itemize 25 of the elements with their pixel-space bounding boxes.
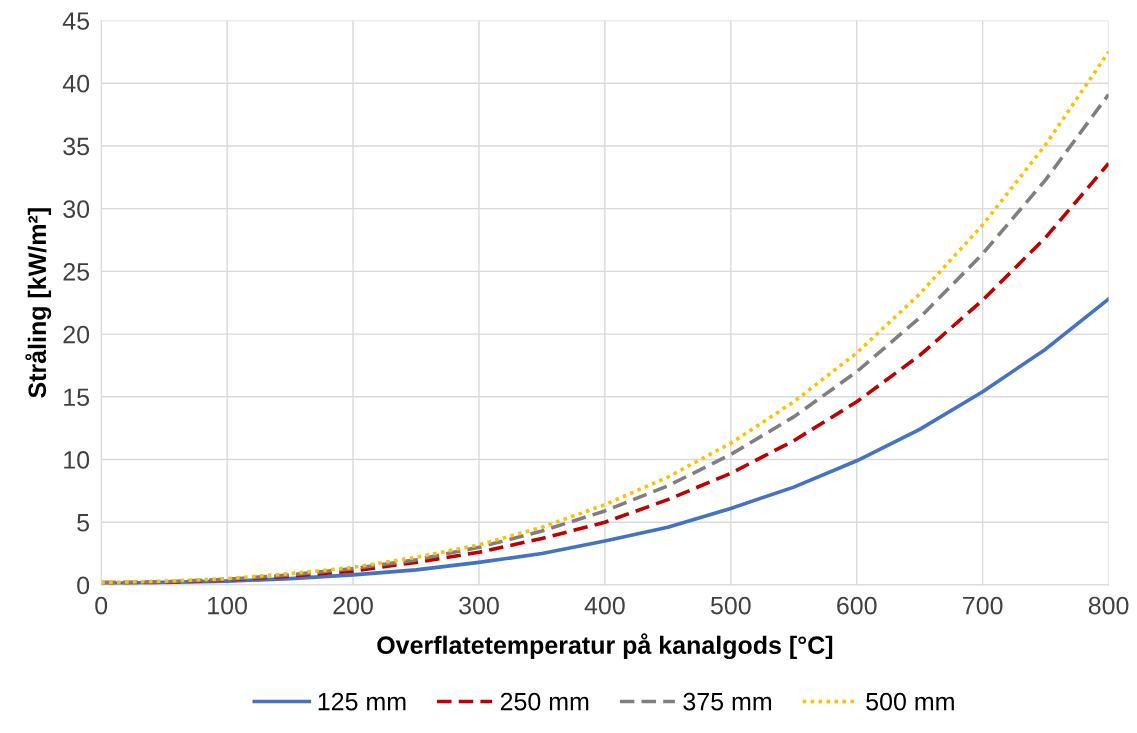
x-tick-label: 300 xyxy=(459,596,499,615)
y-axis-title: Stråling [kW/m²] xyxy=(25,208,52,398)
y-tick-label: 45 xyxy=(62,12,90,30)
x-tick-label: 600 xyxy=(837,596,877,615)
y-tick-label: 5 xyxy=(77,514,90,532)
x-axis-title: Overflatetemperatur på kanalgods [°C] xyxy=(377,633,833,660)
y-tick-label: 25 xyxy=(63,262,90,281)
x-tick-label: 0 xyxy=(95,596,108,615)
legend-label: 500 mm xyxy=(866,692,954,711)
x-tick-label: 500 xyxy=(710,596,751,615)
x-tick-label: 400 xyxy=(584,596,625,615)
y-tick-label: 40 xyxy=(62,74,90,93)
legend-label: 125 mm xyxy=(318,692,406,711)
x-tick-label: 200 xyxy=(333,596,373,615)
y-tick-label: 0 xyxy=(77,576,90,595)
y-tick-label: 35 xyxy=(63,137,90,156)
y-tick-label: 15 xyxy=(64,388,90,407)
x-tick-label: 800 xyxy=(1088,596,1129,615)
legend-label: 375 mm xyxy=(683,692,772,711)
x-tick-label: 100 xyxy=(208,596,247,615)
legend-label: 250 mm xyxy=(500,692,589,711)
y-tick-label: 30 xyxy=(63,200,90,218)
y-tick-label: 10 xyxy=(64,451,90,469)
y-tick-label: 20 xyxy=(63,325,90,344)
x-tick-label: 700 xyxy=(963,596,1003,615)
